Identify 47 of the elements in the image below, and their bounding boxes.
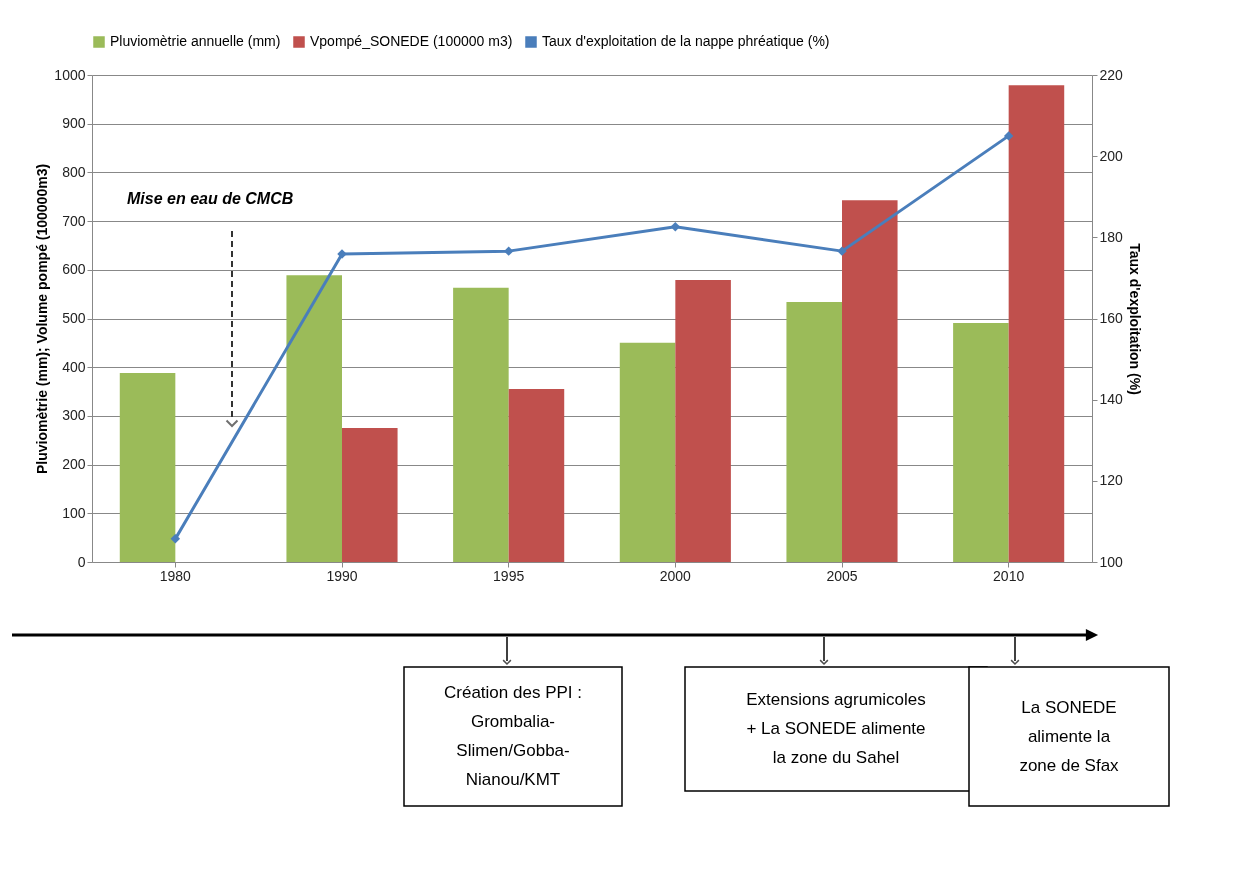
bar [953,322,1009,562]
bar [453,287,509,562]
y-tick-label: 500 [62,310,86,326]
y2-tick-label: 180 [1099,228,1124,245]
y-tick-label: 600 [62,261,86,278]
legend-label: Vpompé_SONEDE (100000 m3) [310,33,513,49]
y-tick-label: 300 [62,407,86,424]
y-tick-label: 200 [62,456,86,473]
text: La SONEDE alimente la zone de Sfax [1019,697,1120,775]
y2-tick-label: 120 [1099,472,1124,489]
y-tick-label: 900 [62,115,86,132]
y2-tick-label: 160 [1099,310,1124,326]
bar [786,301,842,562]
legend-label: Pluviomètrie annuelle (mm) [110,33,281,49]
y-axis-title: Pluviomètrie (mm); Volume pompé (100000m3) [34,163,51,475]
point [170,534,181,544]
text: Extensions agrumicoles + La SONEDE alimente la zone du Sahel [746,690,926,767]
y-tick-label: 700 [62,212,86,229]
bar [119,373,176,562]
y-tick-label: 800 [62,163,86,180]
y-tick-label: 100 [62,504,86,521]
y2-tick-label: 140 [1099,391,1124,408]
y-tick-label: 400 [62,358,86,375]
y2-axis-title: Taux d'exploitation (%) [1126,243,1143,395]
x-tick-label: 2000 [659,567,692,584]
x-tick-label: 2005 [826,567,858,584]
y2-tick-label: 220 [1099,66,1124,83]
text: Création des PPI : Grombalia-Slimen/Gobba-Nianou/KMT [444,683,582,789]
bar [675,280,731,562]
y-tick-label: 0 [77,553,86,570]
y-tick-label: 1000 [54,66,86,83]
point [1003,131,1014,141]
y2-tick-label: 100 [1099,553,1124,570]
point [670,222,681,232]
bar [619,342,676,562]
bar [508,389,565,562]
bar [286,275,342,562]
bar [842,200,898,562]
x-tick-label: 1980 [159,567,192,584]
annotation: Mise en eau de CMCB [127,190,294,207]
x-tick-label: 1995 [493,567,525,584]
x-tick-label: 2010 [993,567,1025,584]
legend-label: Taux d'exploitation de la nappe phréatique (%) [542,33,830,49]
bar [1008,85,1065,562]
y2-tick-label: 200 [1099,147,1124,164]
x-tick-label: 1990 [326,567,358,584]
bar [342,428,398,562]
